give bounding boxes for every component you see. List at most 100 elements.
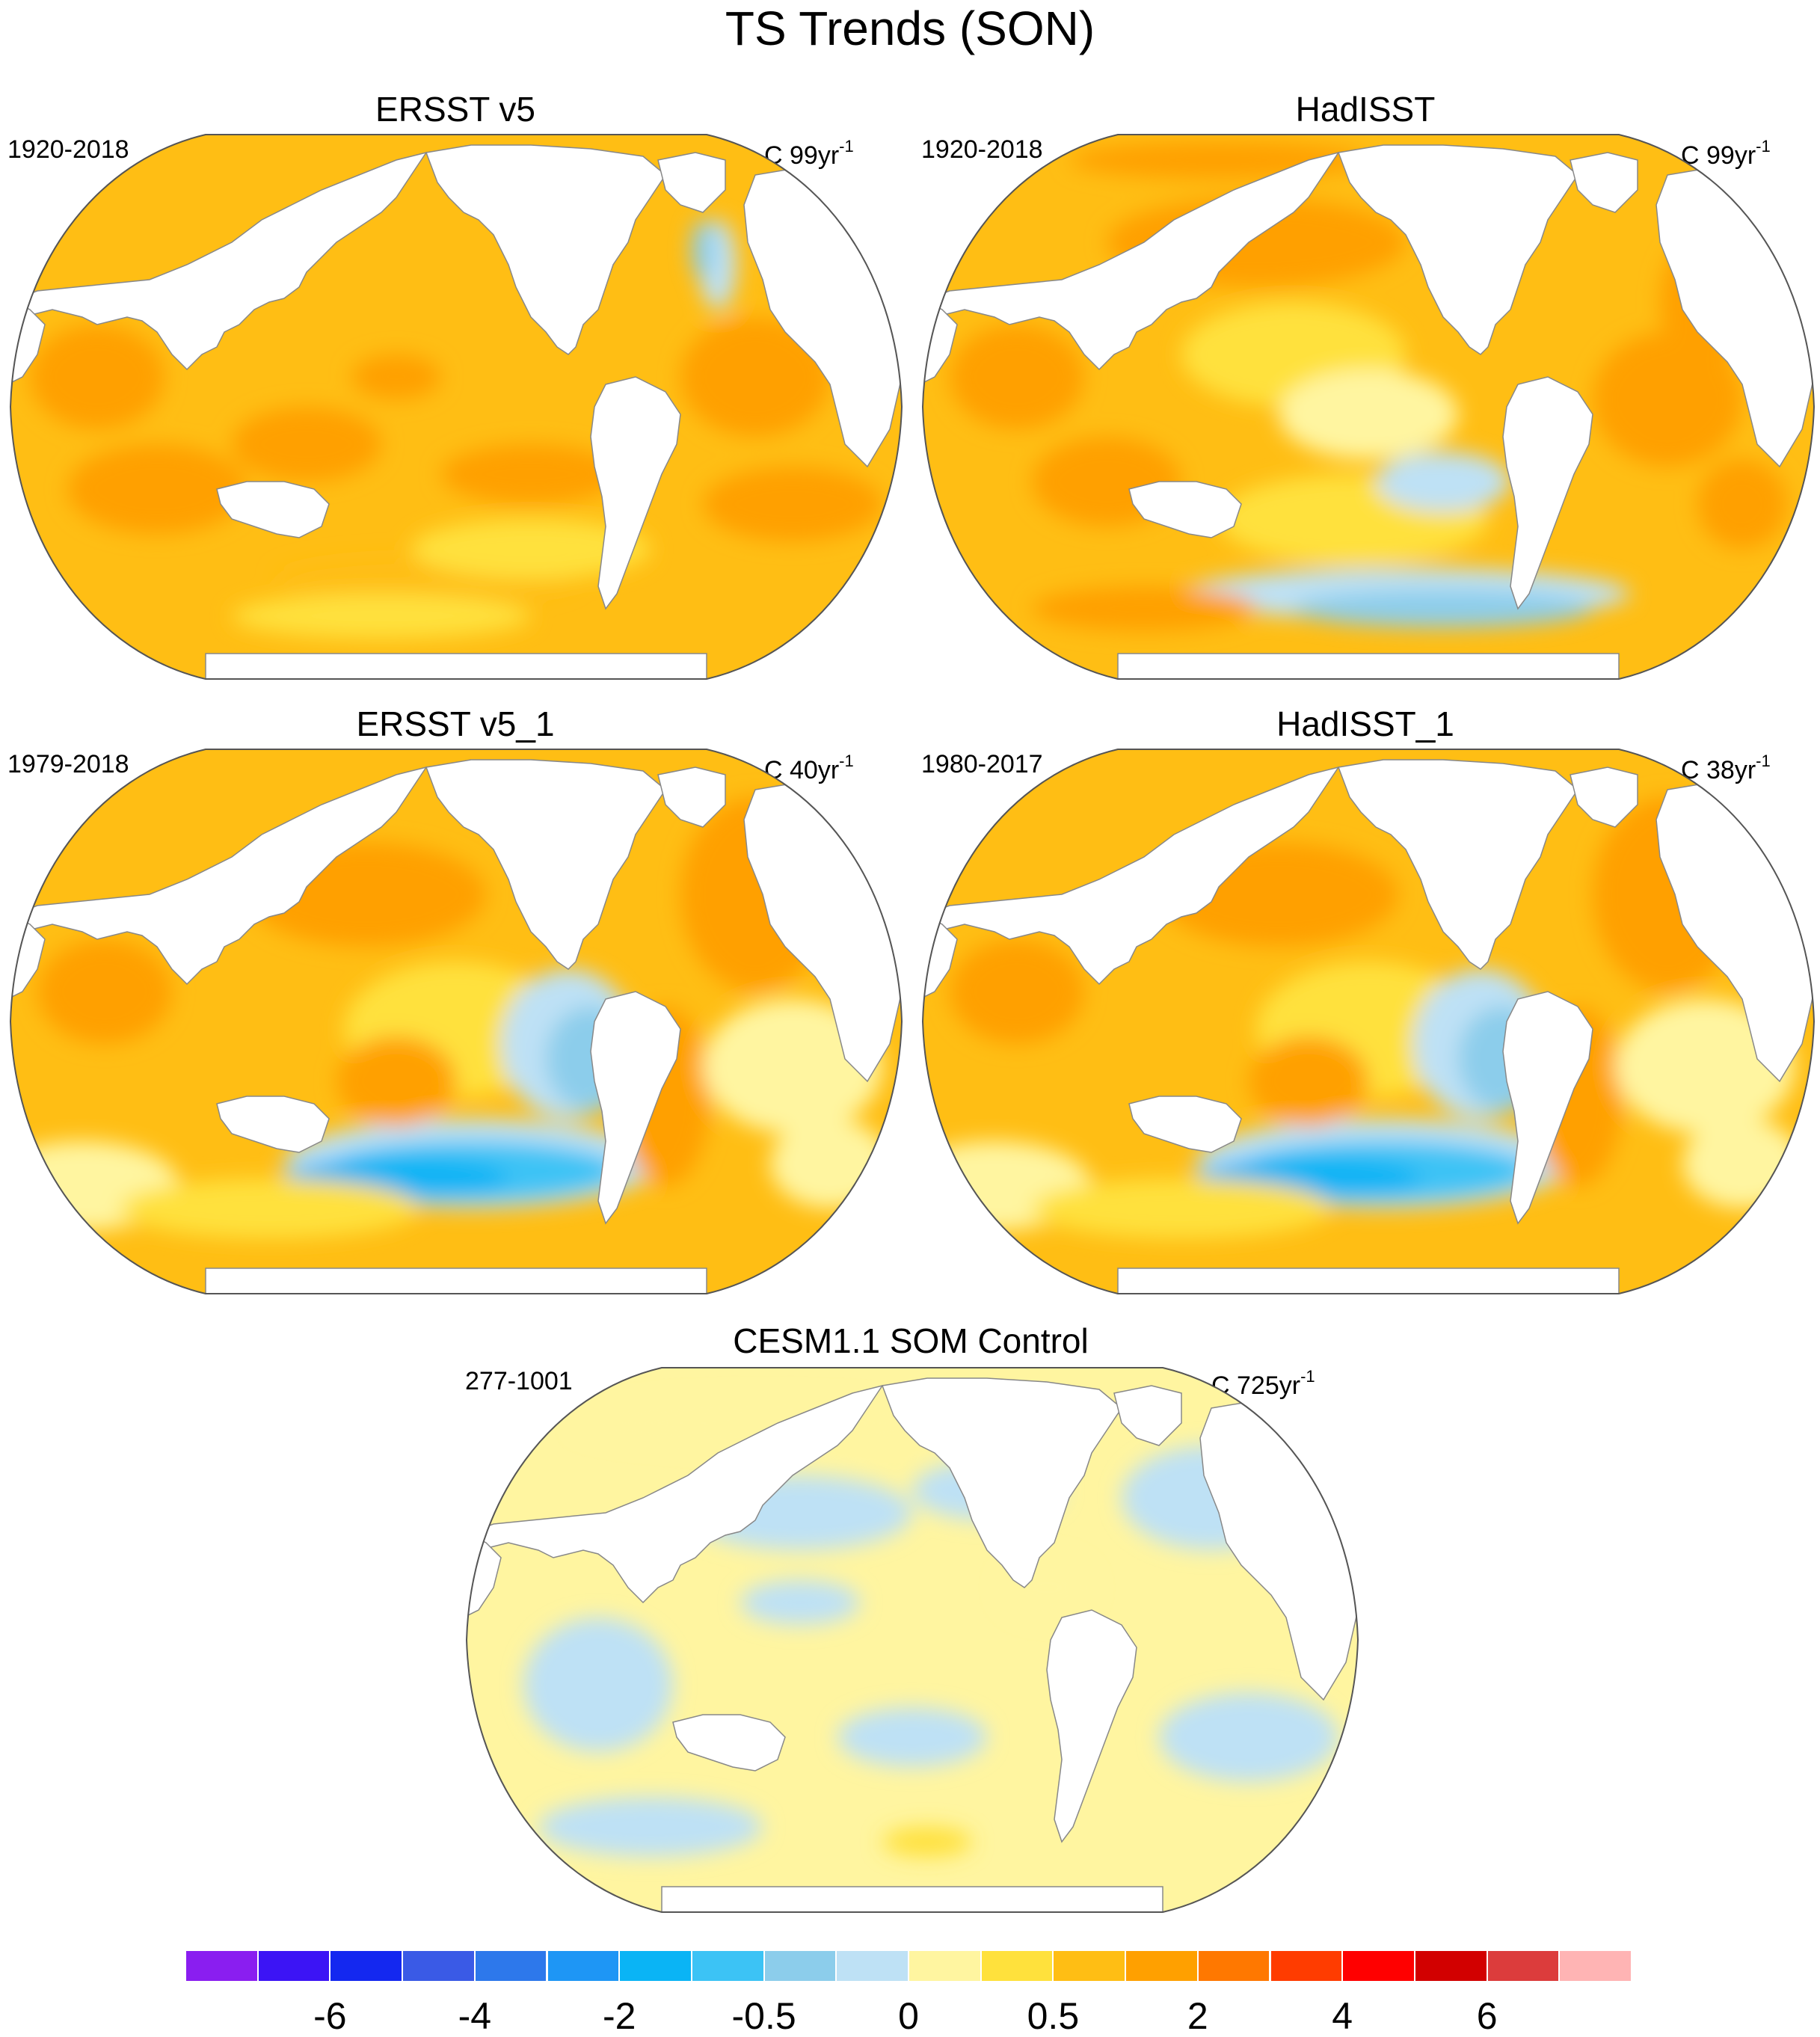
colorbar-box — [1053, 1950, 1126, 1982]
trend-units-label: C 99yr-1 — [1681, 137, 1771, 170]
trend-region — [336, 1036, 456, 1126]
colorbar-box — [619, 1950, 692, 1982]
colorbar-box — [1125, 1950, 1198, 1982]
trend-region — [232, 594, 531, 639]
land-greenland — [1570, 152, 1638, 213]
figure-title: TS Trends (SON) — [725, 1, 1095, 55]
trend-region — [882, 1827, 972, 1857]
period-label: 1979-2018 — [7, 750, 129, 778]
land-samerica — [1046, 1609, 1137, 1843]
world-map — [7, 130, 905, 683]
colorbar-box — [330, 1950, 403, 1982]
ocean-field — [467, 1368, 1358, 1912]
land-asia — [467, 1384, 884, 1604]
trend-region — [1376, 452, 1510, 511]
panel-ersst-v5: ERSST v5 1920-2018 C 99yr-1 — [0, 88, 911, 686]
map-border — [9, 134, 903, 680]
land-greenland — [1113, 1385, 1182, 1446]
land-australia — [216, 481, 330, 538]
map-border — [465, 1367, 1359, 1913]
land-greenland — [657, 152, 726, 213]
trend-region — [950, 325, 1084, 429]
land-australia — [1128, 481, 1242, 538]
land-greenland — [1570, 766, 1638, 828]
panel-cesm-som-control: CESM1.1 SOM Control 277-1001 C 725yr-1 — [456, 1320, 1365, 1933]
colorbar-box — [547, 1950, 620, 1982]
colorbar-box — [691, 1950, 764, 1982]
colorbar-box — [185, 1950, 258, 1982]
colorbar-box — [1270, 1950, 1343, 1982]
trend-region — [703, 467, 882, 541]
period-label: 277-1001 — [465, 1367, 573, 1395]
map-border — [921, 749, 1816, 1294]
colorbar-tick-label: 2 — [1187, 1995, 1208, 2037]
trend-region — [1682, 1119, 1802, 1208]
colorbar-box — [257, 1950, 331, 1982]
colorbar-box — [1197, 1950, 1270, 1982]
land-antarctica — [1117, 653, 1620, 679]
trend-region — [67, 444, 247, 534]
panel-ersst-v5-1: ERSST v5_1 1979-2018 C 40yr-1 — [0, 703, 911, 1301]
trend-region — [37, 939, 172, 1044]
colorbar-tick-label: 0 — [898, 1995, 919, 2037]
colorbar-box — [980, 1950, 1054, 1982]
trend-region — [1294, 590, 1593, 627]
colorbar-tick-label: 6 — [1476, 1995, 1498, 2037]
land-antarctica — [205, 1268, 707, 1294]
panel-title: ERSST v5_1 — [356, 704, 555, 743]
trend-region — [703, 999, 882, 1134]
trend-region — [740, 1580, 860, 1625]
colorbar-box — [836, 1950, 909, 1982]
colorbar-box — [1414, 1950, 1487, 1982]
trend-region — [538, 1797, 763, 1857]
land-asia — [923, 766, 1340, 986]
land-namerica — [1337, 759, 1578, 970]
period-label: 1980-2017 — [921, 750, 1043, 778]
panel-title: ERSST v5 — [375, 90, 535, 129]
land-antarctica — [661, 1886, 1163, 1912]
world-map — [464, 1363, 1361, 1917]
trend-region — [1279, 369, 1458, 459]
world-map — [920, 745, 1817, 1298]
map-border — [9, 749, 903, 1294]
trend-region — [1032, 586, 1256, 631]
trend-region — [950, 939, 1084, 1044]
colorbar-tick-label: -4 — [458, 1995, 492, 2037]
land-asia — [923, 151, 1340, 371]
land-antarctica — [205, 653, 707, 679]
trend-region — [411, 519, 651, 579]
colorbar-box — [1342, 1950, 1415, 1982]
period-label: 1920-2018 — [921, 135, 1043, 164]
land-samerica — [1502, 376, 1593, 610]
land-samerica — [590, 991, 681, 1225]
land-namerica — [425, 144, 666, 355]
trend-units-label: C 38yr-1 — [1681, 752, 1771, 784]
trend-region — [1159, 1692, 1338, 1782]
world-map — [7, 745, 905, 1298]
colorbar-box — [909, 1950, 981, 1982]
trend-region — [692, 220, 714, 280]
land-samerica — [1502, 991, 1593, 1225]
trend-region — [770, 1119, 890, 1208]
map-border — [921, 134, 1816, 680]
colorbar-box — [1559, 1950, 1632, 1982]
trend-region — [30, 325, 165, 429]
trend-region — [1249, 1036, 1368, 1126]
trend-region — [120, 1179, 419, 1238]
world-map — [920, 130, 1817, 683]
trend-region — [1615, 999, 1795, 1134]
trend-region — [232, 407, 381, 482]
land-namerica — [881, 1377, 1122, 1588]
trend-region — [441, 444, 621, 504]
ocean-field — [10, 135, 902, 679]
trend-region — [1697, 459, 1787, 549]
trend-region — [1032, 1179, 1331, 1238]
colorbar-tick-label: -0.5 — [731, 1995, 796, 2037]
colorbar-box — [1487, 1950, 1560, 1982]
colorbar-box — [763, 1950, 837, 1982]
panel-title: HadISST_1 — [1276, 704, 1454, 743]
trend-region — [680, 317, 830, 437]
panel-title: HadISST — [1295, 90, 1436, 129]
land-asia — [10, 766, 428, 986]
panel-title: CESM1.1 SOM Control — [733, 1321, 1089, 1360]
